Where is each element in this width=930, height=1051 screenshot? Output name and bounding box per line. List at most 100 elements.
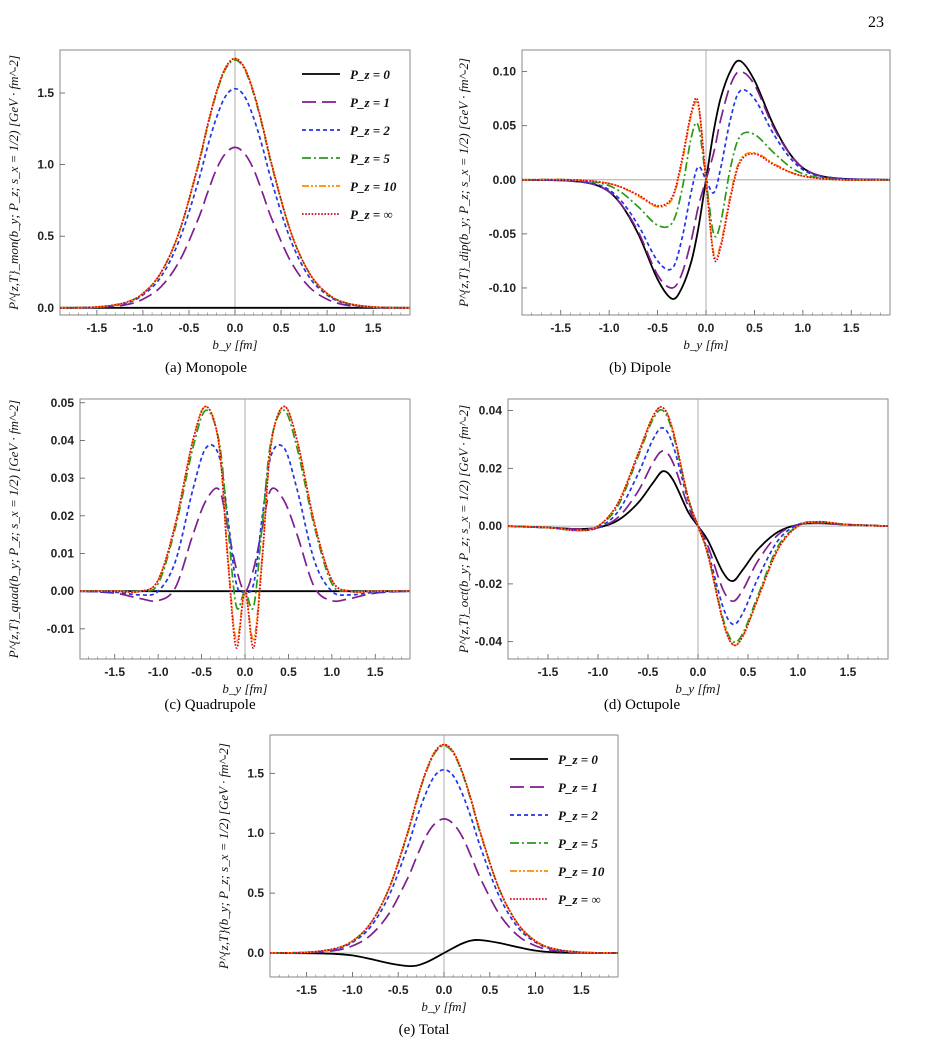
legend-label: P_z = ∞ xyxy=(558,892,601,907)
x-tick-label: 1.0 xyxy=(794,321,811,335)
y-tick-label: 0.04 xyxy=(51,433,75,447)
x-tick-label: -1.5 xyxy=(86,321,107,335)
x-tick-label: 1.0 xyxy=(323,665,340,679)
series-line-p0 xyxy=(270,938,618,968)
page-number: 23 xyxy=(868,14,884,31)
y-tick-label: 1.5 xyxy=(247,766,264,780)
caption-quadrupole: (c) Quadrupole xyxy=(164,697,256,713)
y-axis-label: P^{z,T}(b_y; P_z; s_x = 1/2) [GeV · fm^-… xyxy=(216,743,231,970)
series-line-p5 xyxy=(80,409,410,610)
y-tick-label: -0.02 xyxy=(475,577,503,591)
y-axis-label: P^{z,T}_dip(b_y; P_z; s_x = 1/2) [GeV · … xyxy=(456,58,471,308)
x-tick-label: -1.0 xyxy=(588,665,609,679)
x-tick-label: 0.5 xyxy=(280,665,297,679)
chart-quadrupole-svg: -1.5 -1.0 -0.5 0.0 0.5 1.0 1.5 -0.01 0.00 0.01 0.0… xyxy=(6,396,411,696)
y-tick-label: -0.04 xyxy=(475,635,503,649)
y-tick-label: -0.10 xyxy=(489,281,517,295)
x-tick-label: 1.5 xyxy=(367,665,384,679)
x-tick-label: 1.5 xyxy=(840,665,857,679)
y-axis-label: P^{z,T}_quad(b_y; P_z; s_x = 1/2) [GeV ·… xyxy=(6,400,21,659)
legend-label: P_z = 0 xyxy=(558,752,598,767)
y-tick-label: 0.05 xyxy=(493,119,517,133)
y-tick-label: 0.5 xyxy=(37,229,54,243)
x-axis-label: b_y [fm] xyxy=(212,337,257,352)
x-tick-label: 0.0 xyxy=(436,983,453,997)
x-tick-label: -1.5 xyxy=(296,983,317,997)
series-line-p1 xyxy=(80,487,410,603)
legend-label: P_z = 5 xyxy=(558,836,598,851)
legend-label: P_z = 1 xyxy=(558,780,598,795)
x-tick-label: 1.5 xyxy=(365,321,382,335)
chart-monopole: -1.5 -1.0 -0.5 0.0 0.5 1.0 1.5 0.0 0.5 1.0 1.5 b_y … xyxy=(0,30,450,360)
legend-label: P_z = 5 xyxy=(350,151,390,166)
y-tick-label: -0.05 xyxy=(489,227,517,241)
y-tick-label: 0.00 xyxy=(51,584,75,598)
caption-octupole: (d) Octupole xyxy=(603,697,681,713)
chart-octupole-svg: -1.5 -1.0 -0.5 0.0 0.5 1.0 1.5 -0.04 -0.02 0.00 0.… xyxy=(456,398,889,696)
series-line-p1 xyxy=(270,818,618,954)
x-tick-label: 0.0 xyxy=(227,321,244,335)
x-tick-label: -1.5 xyxy=(104,665,125,679)
y-tick-label: 0.00 xyxy=(479,519,503,533)
series-line-pinf xyxy=(508,406,888,647)
x-tick-label: -0.5 xyxy=(647,321,668,335)
y-tick-label: 1.0 xyxy=(37,158,54,172)
chart-total: -1.5 -1.0 -0.5 0.0 0.5 1.0 1.5 0.0 0.5 1.0 1.5 b_y … xyxy=(210,715,660,1015)
caption-total: (e) Total xyxy=(398,1022,450,1038)
series-line-p2 xyxy=(60,87,410,309)
x-tick-label: 0.0 xyxy=(698,321,715,335)
x-tick-label: -1.0 xyxy=(148,665,169,679)
x-tick-label: -1.0 xyxy=(133,321,154,335)
y-tick-label: 0.05 xyxy=(51,396,75,410)
x-tick-label: 0.5 xyxy=(273,321,290,335)
y-axis-label: P^{z,T}_mon(b_y; P_z; s_x = 1/2) [GeV · … xyxy=(6,55,21,311)
y-tick-label: 0.5 xyxy=(247,886,264,900)
series-line-pinf xyxy=(522,97,890,263)
x-tick-label: -1.5 xyxy=(538,665,559,679)
series-line-p5 xyxy=(522,121,890,238)
x-axis-label: b_y [fm] xyxy=(421,999,466,1014)
x-tick-label: 1.0 xyxy=(319,321,336,335)
legend-label: P_z = 2 xyxy=(350,123,390,138)
chart-monopole-svg: -1.5 -1.0 -0.5 0.0 0.5 1.0 1.5 0.0 0.5 1.0 1.5 b_y … xyxy=(6,49,411,352)
y-tick-label: -0.01 xyxy=(47,622,75,636)
x-tick-label: 0.5 xyxy=(481,983,498,997)
caption-dipole: (b) Dipole xyxy=(608,360,672,376)
x-tick-label: 0.0 xyxy=(690,665,707,679)
x-tick-label: 0.5 xyxy=(746,321,763,335)
legend-label: P_z = 2 xyxy=(558,808,598,823)
x-axis-label: b_y [fm] xyxy=(222,681,267,696)
chart-dipole: -1.5 -1.0 -0.5 0.0 0.5 1.0 1.5 -0.10 -0.05 0.00 0.… xyxy=(450,30,930,360)
y-axis-label: P^{z,T}_oct(b_y; P_z; s_x = 1/2) [GeV · … xyxy=(456,405,471,654)
x-tick-label: -0.5 xyxy=(638,665,659,679)
x-tick-label: 1.0 xyxy=(527,983,544,997)
legend-label: P_z = 1 xyxy=(350,95,390,110)
legend-label: P_z = 10 xyxy=(350,179,397,194)
x-tick-label: -1.0 xyxy=(342,983,363,997)
y-tick-label: 0.03 xyxy=(51,471,75,485)
legend-label: P_z = ∞ xyxy=(350,207,393,222)
y-tick-label: 0.04 xyxy=(479,404,503,418)
x-tick-label: 1.5 xyxy=(843,321,860,335)
y-tick-label: 0.0 xyxy=(247,946,264,960)
y-tick-label: 0.02 xyxy=(51,509,75,523)
x-tick-label: -0.5 xyxy=(388,983,409,997)
x-tick-label: 1.5 xyxy=(573,983,590,997)
legend-label: P_z = 0 xyxy=(350,67,390,82)
x-tick-label: 1.0 xyxy=(790,665,807,679)
chart-total-svg: -1.5 -1.0 -0.5 0.0 0.5 1.0 1.5 0.0 0.5 1.0 1.5 b_y … xyxy=(216,734,619,1014)
series-line-pinf xyxy=(270,743,618,954)
chart-quadrupole: -1.5 -1.0 -0.5 0.0 0.5 1.0 1.5 -0.01 0.00 0.01 0.0… xyxy=(0,385,450,696)
series-line-p2 xyxy=(270,768,618,954)
series-line-p1 xyxy=(60,146,410,309)
x-tick-label: -0.5 xyxy=(179,321,200,335)
x-tick-label: -1.0 xyxy=(599,321,620,335)
x-tick-label: -0.5 xyxy=(191,665,212,679)
series-line-p1 xyxy=(508,450,888,603)
x-axis-label: b_y [fm] xyxy=(683,337,728,352)
series-line-pinf xyxy=(80,405,410,649)
x-tick-label: 0.0 xyxy=(237,665,254,679)
y-tick-label: 0.00 xyxy=(493,173,517,187)
y-tick-label: 1.5 xyxy=(37,86,54,100)
